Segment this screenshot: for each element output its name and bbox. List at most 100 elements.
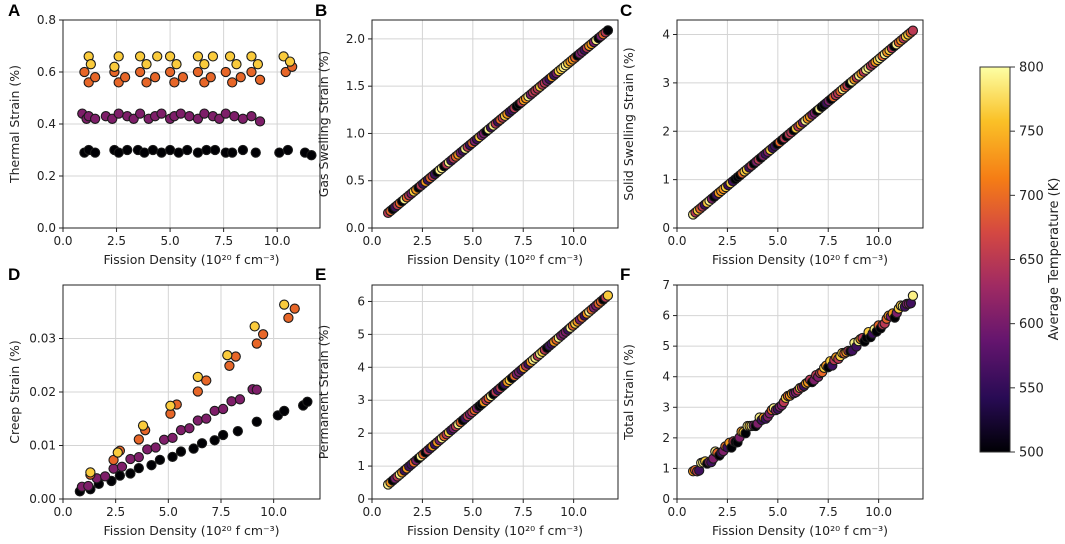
data-point	[154, 454, 166, 466]
x-axis-label: Fission Density (10²⁰ f cm⁻³)	[104, 523, 280, 538]
x-tick-label: 0.0	[53, 234, 72, 248]
x-tick-label: 10.0	[260, 505, 287, 519]
data-points	[382, 290, 614, 490]
data-point	[164, 51, 176, 62]
x-tick-label: 7.5	[819, 505, 838, 519]
data-point	[125, 453, 136, 465]
y-tick-label: 4	[357, 360, 365, 374]
x-axis-label: Fission Density (10²⁰ f cm⁻³)	[104, 252, 280, 267]
x-tick-label: 10.0	[264, 234, 291, 248]
y-axis-label: Total Strain (%)	[621, 344, 636, 441]
y-axis-label: Permanent Strain (%)	[316, 325, 331, 460]
data-point	[182, 144, 193, 156]
x-tick-label: 5.0	[463, 505, 482, 519]
y-tick-label: 0.03	[29, 332, 56, 346]
panel-letter: C	[620, 1, 632, 20]
y-tick-label: 0	[357, 492, 365, 506]
colorbar-tick-label: 500	[1019, 446, 1044, 461]
y-axis-label: Creep Strain (%)	[7, 340, 22, 444]
data-point	[139, 147, 150, 158]
y-tick-label: 1.5	[346, 79, 365, 93]
data-point	[137, 420, 149, 431]
data-point	[164, 144, 176, 156]
data-point	[230, 351, 241, 362]
data-point	[169, 77, 180, 88]
colorbar: 500 550 600 650 700 750 800 Average Temperatur…	[979, 61, 1062, 461]
data-points	[687, 290, 919, 477]
data-point	[252, 59, 264, 70]
data-point	[158, 434, 170, 445]
y-tick-label: 1	[357, 459, 365, 473]
data-point	[89, 147, 101, 158]
data-point	[89, 113, 101, 124]
y-tick-label: 7	[662, 278, 670, 292]
x-tick-label: 7.5	[211, 505, 230, 519]
data-point	[209, 435, 220, 446]
data-point	[175, 108, 186, 119]
x-tick-label: 2.5	[718, 234, 737, 248]
x-tick-label: 5.0	[768, 505, 787, 519]
y-tick-label: 0.4	[37, 117, 56, 131]
colorbar-gradient	[979, 66, 1011, 453]
y-tick-label: 0.00	[29, 492, 56, 506]
y-tick-label: 1	[662, 173, 670, 187]
panel-letter: B	[315, 1, 327, 20]
y-tick-label: 2	[662, 431, 670, 445]
data-point	[150, 442, 161, 453]
axes-frame	[676, 19, 924, 229]
colorbar-tick-label: 750	[1019, 125, 1044, 140]
y-tick-label: 0.5	[346, 174, 365, 188]
data-point	[99, 471, 111, 482]
x-tick-label: 7.5	[214, 234, 233, 248]
x-tick-label: 0.0	[53, 505, 72, 519]
x-tick-label: 10.0	[865, 234, 892, 248]
data-point	[209, 405, 220, 417]
data-point	[907, 25, 919, 36]
panel-letter: E	[315, 265, 326, 284]
panel-letter: F	[620, 265, 630, 284]
panel-b: 0.0 2.5 5.0 7.5 10.0 0.0 0.5 1.0 1.5 2.0 Fission D…	[315, 1, 619, 267]
data-point	[279, 405, 290, 417]
data-point	[149, 72, 161, 83]
data-point	[209, 144, 221, 156]
x-tick-label: 7.5	[514, 234, 533, 248]
y-tick-label: 2	[357, 426, 365, 440]
data-point	[141, 77, 152, 88]
data-point	[199, 59, 210, 70]
data-point	[251, 384, 262, 395]
data-point	[224, 360, 235, 371]
x-tick-label: 2.5	[413, 234, 432, 248]
y-tick-label: 5	[357, 327, 365, 341]
x-tick-label: 10.0	[560, 505, 587, 519]
panel-d: 0.0 2.5 5.0 7.5 10.0 0.00 0.01 0.02 0.03 Fission …	[7, 265, 321, 538]
y-axis-label: Thermal Strain (%)	[7, 65, 22, 184]
x-tick-label: 7.5	[819, 234, 838, 248]
x-axis-label: Fission Density (10²⁰ f cm⁻³)	[712, 252, 888, 267]
y-tick-label: 0.0	[346, 221, 365, 235]
axes-frame	[371, 284, 619, 500]
x-tick-label: 10.0	[560, 234, 587, 248]
y-tick-label: 6	[662, 309, 670, 323]
data-point	[116, 461, 128, 472]
data-point	[249, 321, 260, 332]
data-point	[85, 467, 96, 478]
y-tick-label: 4	[662, 370, 670, 384]
data-point	[222, 350, 233, 361]
data-points	[687, 25, 919, 220]
y-tick-label: 0	[662, 492, 670, 506]
data-point	[113, 51, 124, 62]
panel-letter: D	[8, 265, 20, 284]
data-point	[199, 108, 210, 119]
data-point	[164, 66, 176, 78]
data-point	[165, 400, 176, 411]
data-point	[251, 338, 262, 349]
x-tick-label: 0.0	[667, 505, 686, 519]
colorbar-label: Average Temperature (K)	[1047, 178, 1062, 341]
x-tick-label: 5.0	[161, 234, 180, 248]
data-point	[192, 371, 203, 383]
colorbar-tick-label: 800	[1019, 61, 1044, 76]
data-point	[167, 432, 178, 443]
panel-letter: A	[8, 1, 20, 20]
data-point	[79, 66, 90, 78]
